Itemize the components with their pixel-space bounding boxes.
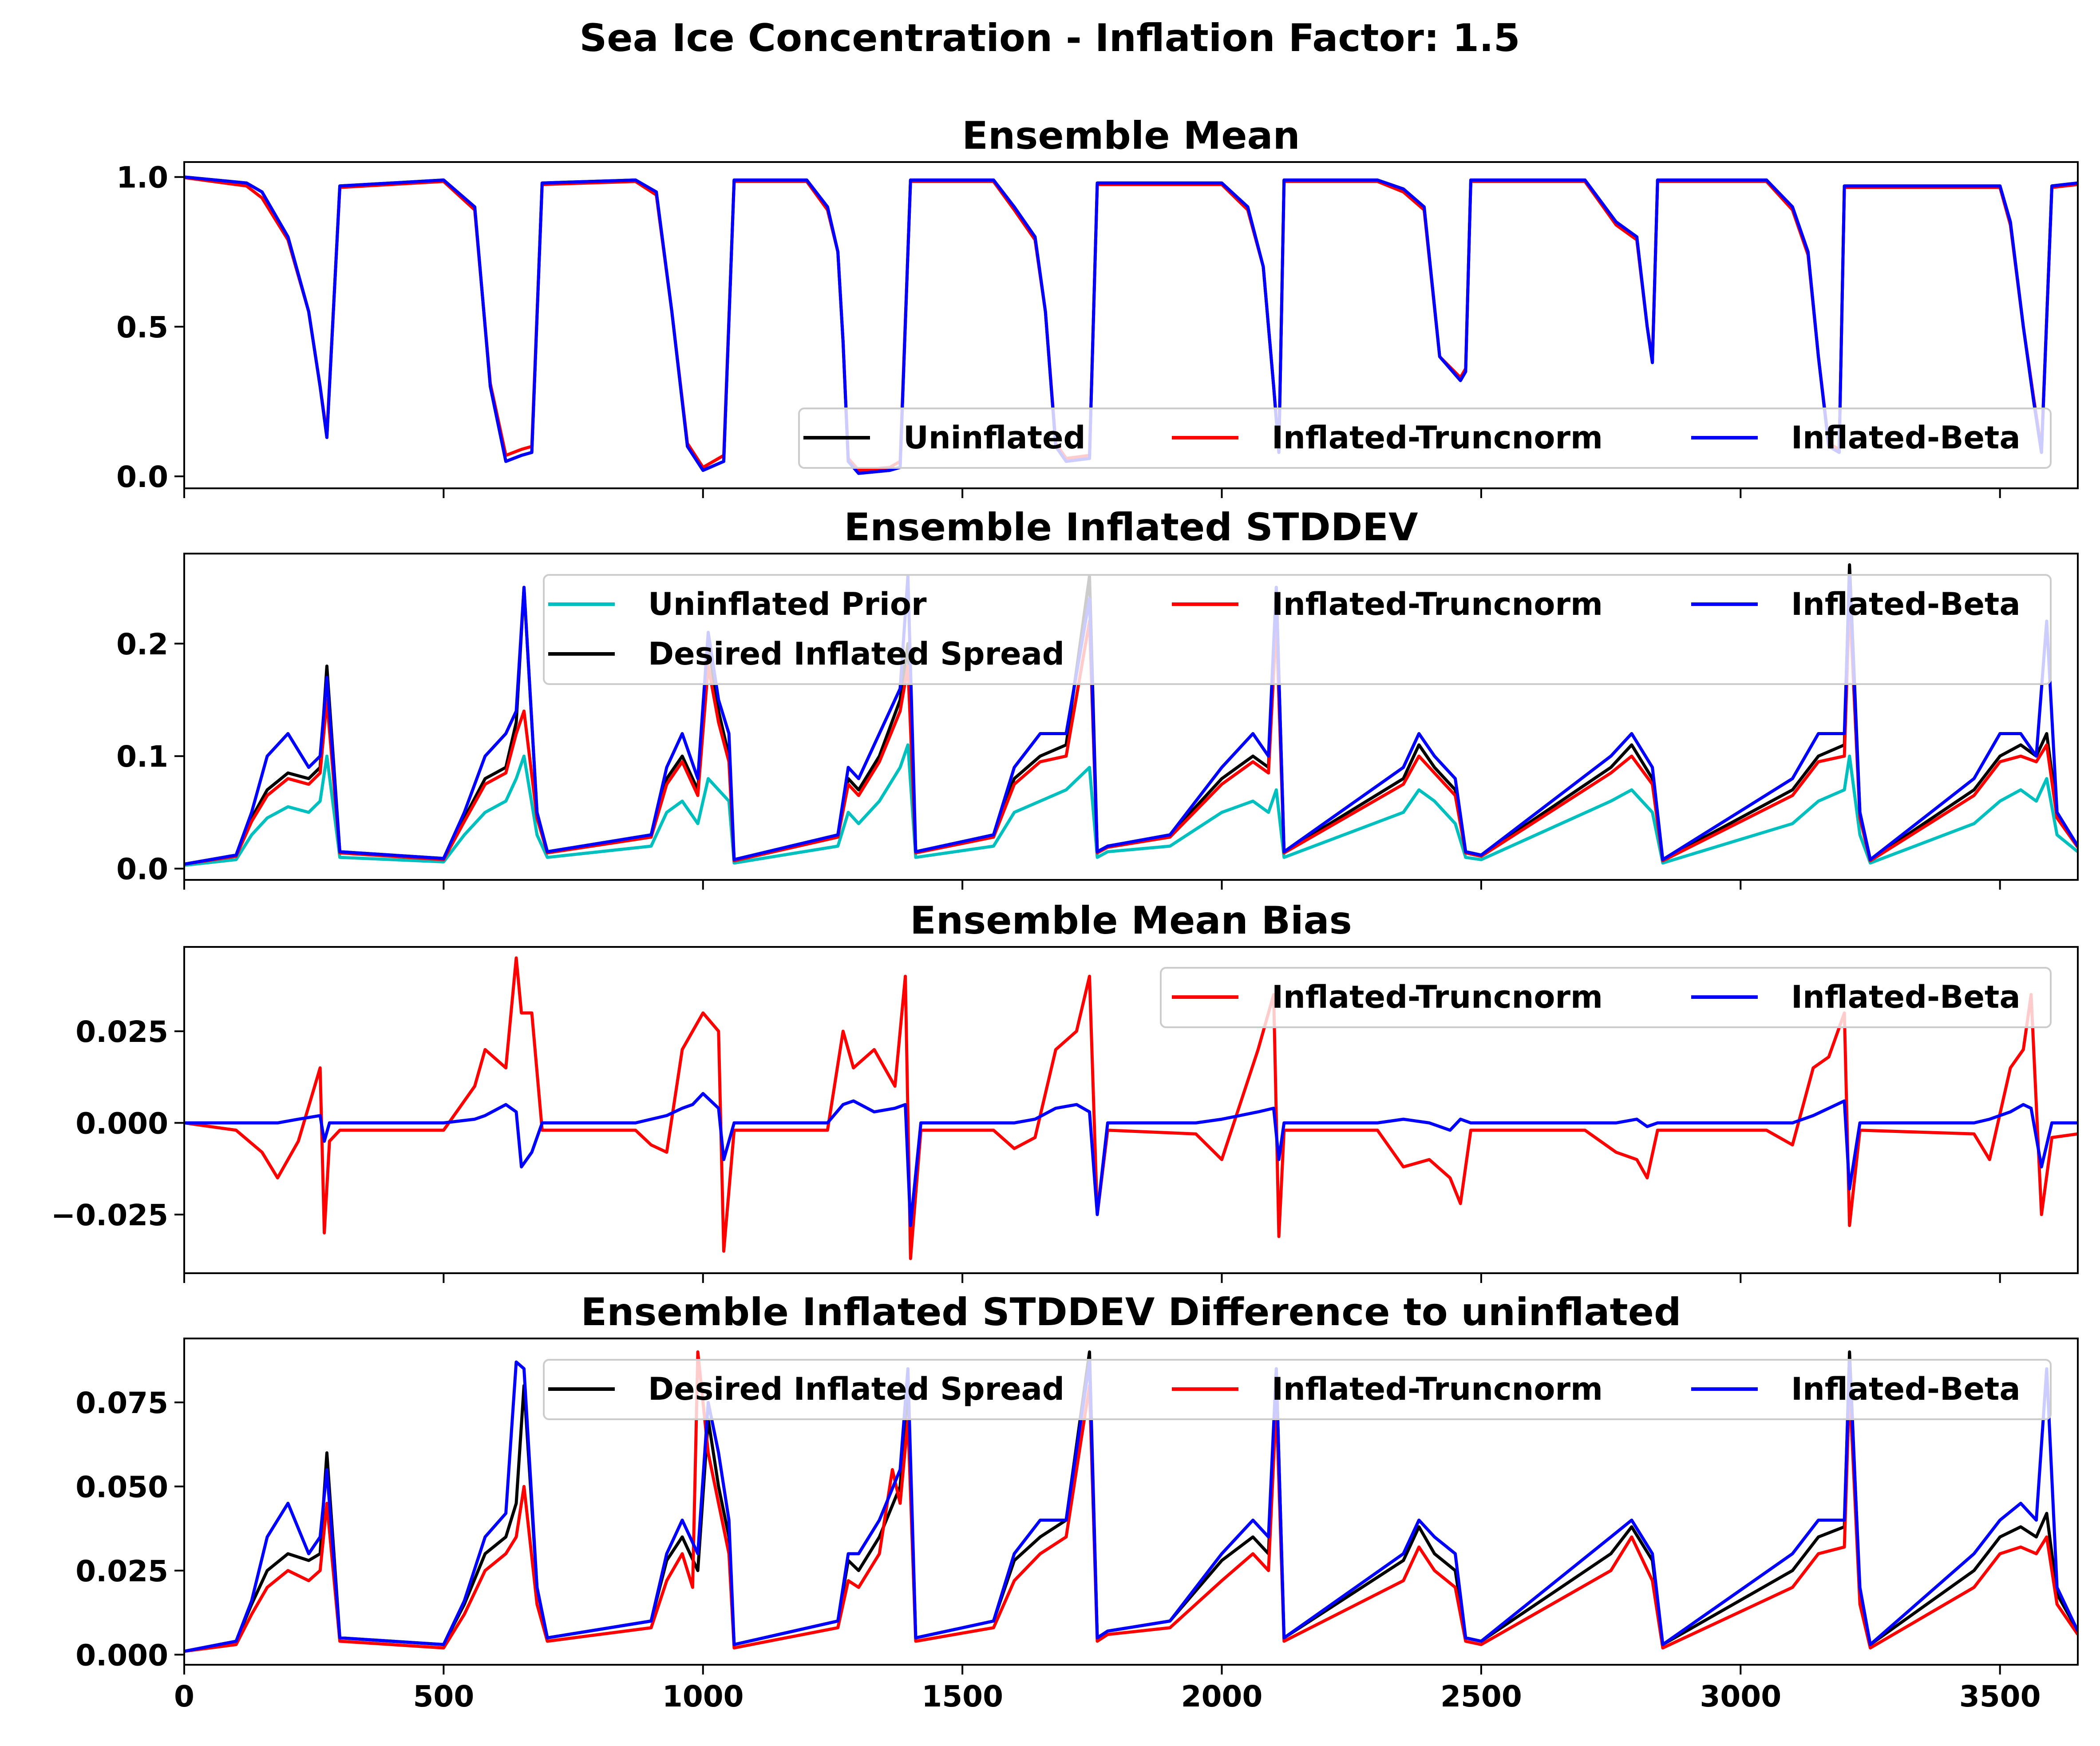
subplot-title: Ensemble Mean Bias (910, 899, 1352, 943)
series-group (184, 956, 2078, 1260)
series-line-2 (184, 1350, 2078, 1653)
subplot-4: Ensemble Inflated STDDEV Difference to u… (75, 1290, 2079, 1714)
x-tick-label: 500 (413, 1679, 474, 1714)
legend: Inflated-Truncnorm Inflated-Beta (1160, 967, 2052, 1028)
x-tick-label: 0 (174, 1679, 194, 1714)
series-line-1 (184, 956, 2078, 1260)
series-line-1 (184, 1350, 2078, 1653)
series-group (184, 563, 2078, 867)
axes-frame (183, 946, 2079, 1274)
axes-frame (183, 161, 2079, 489)
y-tick-label: 0.5 (116, 310, 168, 344)
legend-label: Uninflated (903, 420, 1086, 456)
legend-label: Uninflated Prior (648, 586, 927, 622)
y-tick-label: 0.0 (116, 852, 168, 887)
subplot-title: Ensemble Inflated STDDEV Difference to u… (581, 1290, 1681, 1334)
y-tick-label: 0.0 (116, 460, 168, 494)
y-tick-label: 0.2 (116, 627, 168, 661)
subplot-2: Ensemble Inflated STDDEV 0.0 0.1 0.2 Uninfla… (116, 505, 2079, 890)
legend: Desired Inflated Spread Inflated-Truncnor… (543, 1359, 2052, 1420)
legend: Uninflated Prior Inflated-Truncnorm Inflat… (543, 574, 2052, 685)
legend-label: Inflated-Truncnorm (1272, 1371, 1603, 1407)
subplots: Ensemble Mean 0.0 0.5 1.0 Uninflated Inflated… (51, 114, 2079, 1714)
y-tick-label: 0.1 (116, 740, 168, 774)
legend: Uninflated Inflated-Truncnorm Inflated-Bet… (798, 408, 2052, 469)
y-tick-label: 1.0 (116, 161, 168, 195)
axes-frame (183, 1338, 2079, 1666)
series-line-4 (184, 574, 2078, 866)
subplot-title: Ensemble Inflated STDDEV (844, 505, 1418, 550)
x-tick-label: 1500 (921, 1679, 1003, 1714)
y-tick-label: 0.025 (75, 1015, 168, 1049)
legend-label: Desired Inflated Spread (648, 636, 1064, 672)
y-tick-label: −0.025 (51, 1198, 168, 1232)
y-tick-label: 0.075 (75, 1386, 168, 1420)
x-tick-label: 2000 (1181, 1679, 1263, 1714)
x-tick-label: 3000 (1700, 1679, 1781, 1714)
legend-label: Inflated-Beta (1791, 1371, 2021, 1407)
legend-label: Desired Inflated Spread (648, 1371, 1064, 1407)
legend-box (543, 1359, 2052, 1420)
legend-box (798, 408, 2052, 469)
x-tick-label: 1000 (662, 1679, 744, 1714)
series-line-2 (184, 563, 2078, 866)
y-tick-label: 0.000 (75, 1106, 168, 1140)
subplot-3: Ensemble Mean Bias −0.025 0.000 0.025 Inflat… (51, 899, 2079, 1283)
subplot-1: Ensemble Mean 0.0 0.5 1.0 Uninflated Inflated… (116, 114, 2079, 498)
series-line-2 (184, 1092, 2078, 1227)
series-line-1 (184, 743, 2078, 867)
x-tick-label: 2500 (1440, 1679, 1522, 1714)
legend-label: Inflated-Truncnorm (1272, 586, 1603, 622)
legend-label: Inflated-Truncnorm (1272, 979, 1603, 1015)
series-group (184, 1350, 2078, 1653)
series-line-3 (184, 1360, 2078, 1653)
legend-box (543, 574, 2052, 685)
y-tick-label: 0.025 (75, 1554, 168, 1588)
subplot-title: Ensemble Mean (962, 114, 1300, 158)
series-line-3 (184, 597, 2078, 866)
legend-label: Inflated-Beta (1791, 979, 2021, 1015)
y-tick-label: 0.050 (75, 1470, 168, 1504)
legend-box (1160, 967, 2052, 1028)
figure-title: Sea Ice Concentration - Inflation Factor… (579, 16, 1520, 60)
y-tick-label: 0.000 (75, 1638, 168, 1672)
legend-label: Inflated-Truncnorm (1272, 420, 1603, 456)
axes-frame (183, 553, 2079, 881)
legend-label: Inflated-Beta (1791, 586, 2021, 622)
legend-label: Inflated-Beta (1791, 420, 2021, 456)
x-tick-label: 3500 (1959, 1679, 2041, 1714)
